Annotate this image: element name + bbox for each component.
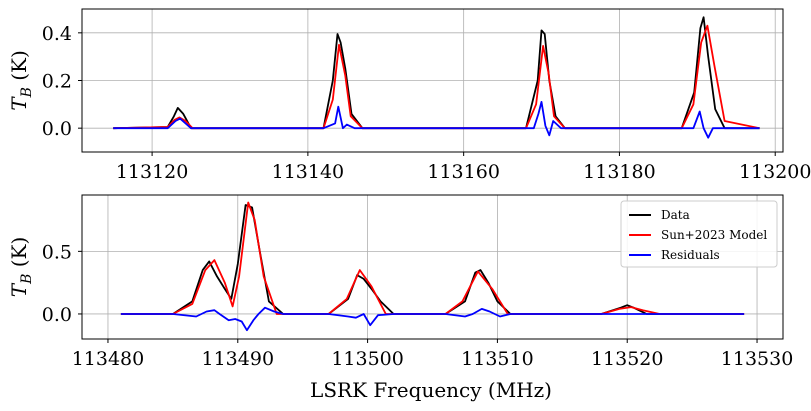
legend-box: [620, 200, 778, 268]
x-tick-label: 113530: [721, 348, 794, 370]
top-panel: 113120 113140 113160 113180 113200 0.0 0.2 0.4 T…: [7, 8, 811, 183]
series-group: [120, 201, 745, 332]
series-line-data: [113, 16, 760, 130]
x-tick-label: 113520: [591, 348, 664, 370]
x-tick-label: 113120: [116, 161, 189, 183]
y-tick-label: 0.4: [42, 23, 72, 45]
axes-frame: [81, 194, 784, 340]
y-tick-label: 0.2: [42, 71, 72, 93]
series-line-sun-2023-model: [113, 24, 760, 130]
series-line-residuals: [120, 306, 745, 332]
x-tick-label: 113500: [331, 348, 404, 370]
y-tick-label: 0.5: [42, 241, 72, 263]
x-tick-label: 113140: [272, 161, 345, 183]
x-tick-label: 113480: [72, 348, 145, 370]
x-tick-label: 113510: [461, 348, 534, 370]
series-group: [113, 16, 760, 139]
y-axis-label: TB (K): [7, 237, 35, 298]
x-tick-label: 113490: [202, 348, 275, 370]
x-tick-label: 113160: [427, 161, 500, 183]
x-tick-label: 113180: [583, 161, 656, 183]
legend-label: Residuals: [661, 248, 720, 262]
y-tick-label: 0.0: [42, 118, 72, 140]
y-axis-label: TB (K): [7, 50, 35, 111]
legend: Data Sun+2023 Model Residuals: [620, 200, 778, 268]
series-line-residuals: [113, 101, 760, 139]
bottom-panel: 113480 113490 113500 113510 113520 113530 0.0 0…: [7, 194, 794, 370]
legend-label: Data: [661, 208, 690, 222]
legend-label: Sun+2023 Model: [661, 228, 767, 242]
x-axis-label: LSRK Frequency (MHz): [310, 378, 552, 402]
x-tick-label: 113200: [739, 161, 811, 183]
series-line-sun-2023-model: [120, 201, 745, 315]
y-tick-label: 0.0: [42, 304, 72, 326]
